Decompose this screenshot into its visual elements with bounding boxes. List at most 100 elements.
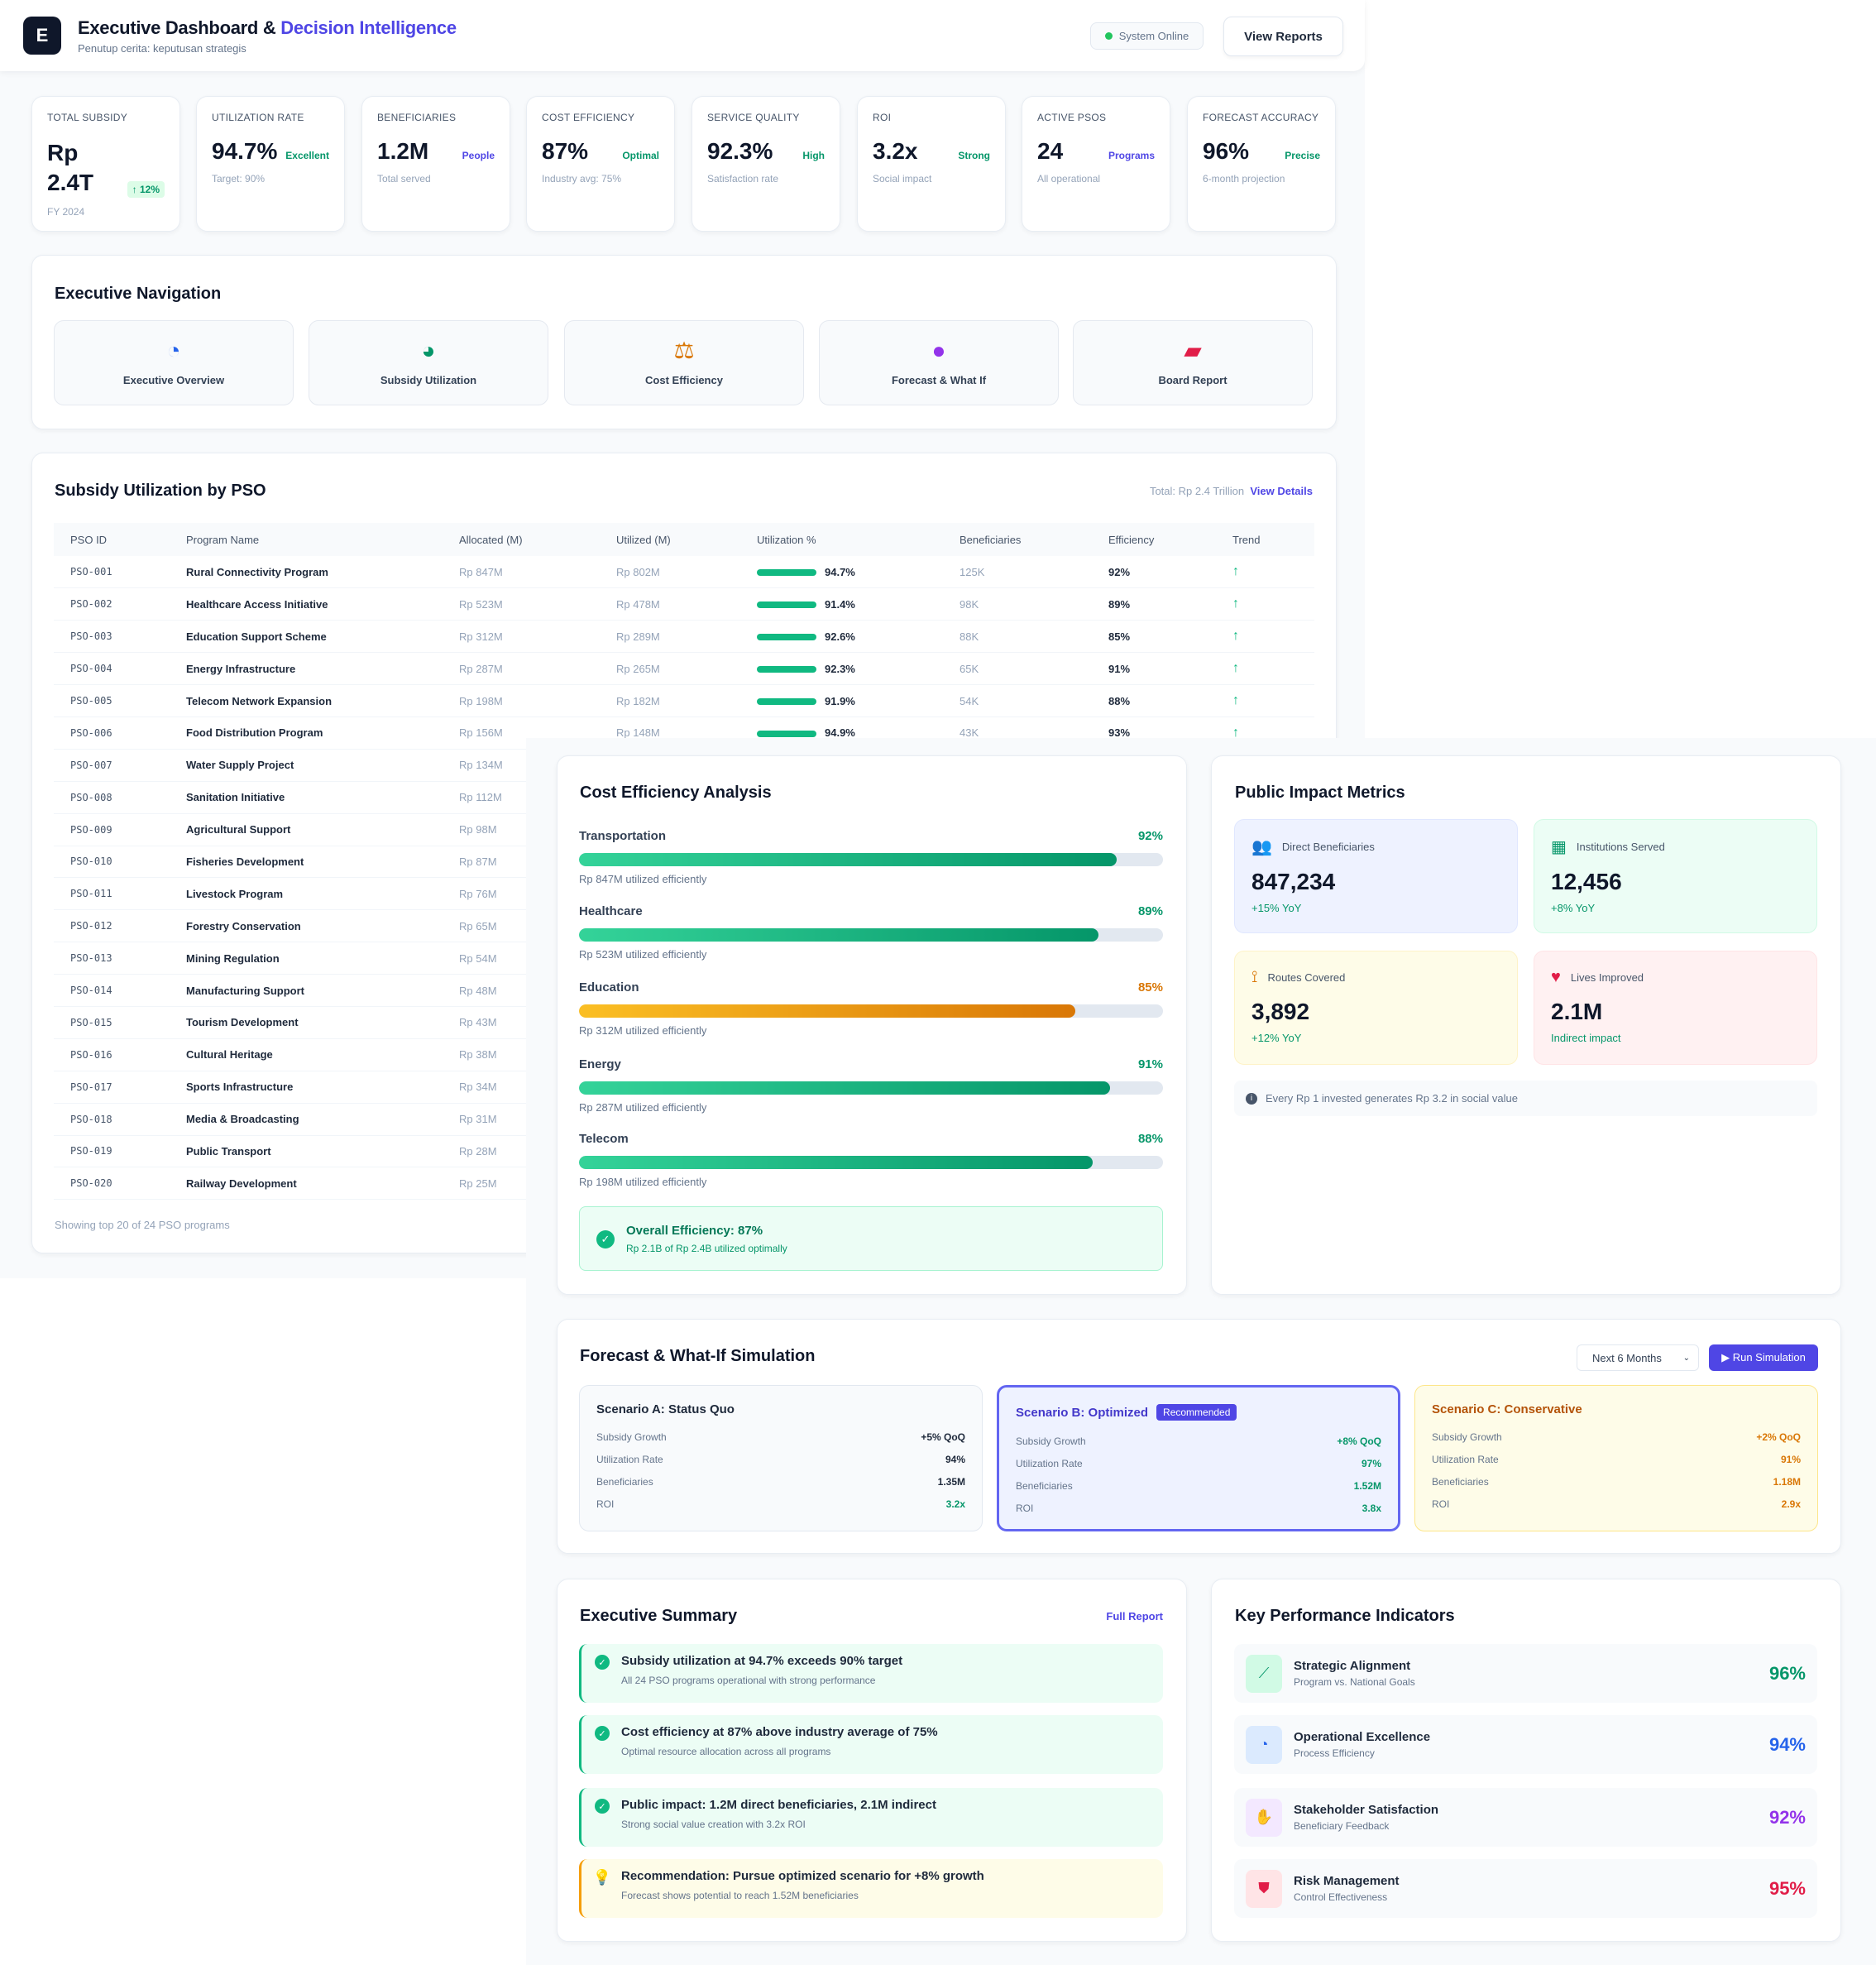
metric-value: 1.35M — [937, 1476, 965, 1488]
table-meta: Total: Rp 2.4 Trillion View Details — [1150, 485, 1313, 497]
lightbulb-icon: 💡 — [592, 1868, 612, 1886]
kpi-sub: Social impact — [873, 173, 932, 185]
summary-title: Public impact: 1.2M direct beneficiaries… — [621, 1798, 936, 1812]
utilization-bar — [757, 634, 816, 641]
scenario-card[interactable]: Scenario A: Status Quo Subsidy Growth +5% … — [579, 1385, 983, 1531]
efficiency: 89% — [1092, 587, 1216, 621]
beneficiaries: 65K — [943, 652, 1092, 686]
kpi-label: ACTIVE PSOS — [1037, 112, 1107, 123]
column-header[interactable]: PSO ID — [54, 523, 170, 556]
chart-line-icon: ⟋ — [1246, 1654, 1282, 1693]
kpi-value-row: 1.2M People — [377, 138, 495, 165]
category-pct: 92% — [1137, 829, 1163, 843]
nav-cost-efficiency[interactable]: ⚖ Cost Efficiency — [564, 320, 804, 405]
scenario-header: Scenario C: Conservative — [1432, 1402, 1801, 1416]
metric-value: 91% — [1780, 1454, 1801, 1465]
tile-label: Institutions Served — [1576, 841, 1665, 853]
column-header[interactable]: Efficiency — [1092, 523, 1216, 556]
program-name: Food Distribution Program — [170, 717, 443, 750]
pso-id: PSO-017 — [54, 1071, 170, 1104]
nav-board-report[interactable]: ▰ Board Report — [1073, 320, 1313, 405]
chevron-down-icon: ⌄ — [1682, 1353, 1690, 1363]
app-header: E Executive Dashboard & Decision Intelli… — [0, 0, 1365, 71]
pso-id: PSO-006 — [54, 717, 170, 750]
view-details-link[interactable]: View Details — [1250, 485, 1313, 497]
section-title: Cost Efficiency Analysis — [580, 784, 772, 802]
column-header[interactable]: Beneficiaries — [943, 523, 1092, 556]
utilized: Rp 265M — [600, 652, 740, 686]
program-name: Railway Development — [170, 1167, 443, 1201]
section-title: Public Impact Metrics — [1235, 784, 1405, 802]
metric-label: ROI — [1016, 1503, 1034, 1514]
summary-title: Subsidy utilization at 94.7% exceeds 90%… — [621, 1654, 903, 1668]
impact-tile: ▦ Institutions Served 12,456 +8% YoY — [1534, 819, 1817, 933]
tile-value: 2.1M — [1551, 999, 1603, 1024]
table-row[interactable]: PSO-004 Energy Infrastructure Rp 287M Rp 26… — [54, 652, 1314, 686]
period-select[interactable]: Next 6 Months ⌄ — [1577, 1344, 1699, 1371]
category-note: Rp 847M utilized efficiently — [579, 873, 707, 885]
kpi-value-row: 92.3% High — [707, 138, 825, 165]
column-header[interactable]: Allocated (M) — [443, 523, 600, 556]
efficiency: 91% — [1092, 652, 1216, 686]
table-row[interactable]: PSO-003 Education Support Scheme Rp 312M Rp… — [54, 620, 1314, 654]
kpi-value: 94% — [1768, 1733, 1806, 1755]
table-row[interactable]: PSO-005 Telecom Network Expansion Rp 198M R… — [54, 684, 1314, 717]
category-label: Education — [579, 980, 639, 994]
kpi-value: 96% — [1203, 138, 1250, 164]
total-text: Total: Rp 2.4 Trillion — [1149, 485, 1245, 497]
table-row[interactable]: PSO-001 Rural Connectivity Program Rp 847M… — [54, 556, 1314, 589]
column-header[interactable]: Utilization % — [740, 523, 943, 556]
trend-up-icon: ↑ — [1216, 652, 1314, 686]
metric-value: 94% — [945, 1454, 965, 1465]
table-row[interactable]: PSO-002 Healthcare Access Initiative Rp 52… — [54, 587, 1314, 621]
pso-id: PSO-016 — [54, 1038, 170, 1071]
view-reports-button[interactable]: View Reports — [1223, 17, 1343, 56]
category-pct: 91% — [1137, 1057, 1163, 1071]
scenario-card[interactable]: Scenario C: Conservative Subsidy Growth +2… — [1414, 1385, 1818, 1531]
column-header[interactable]: Program Name — [170, 523, 443, 556]
metric-label: Subsidy Growth — [1016, 1435, 1086, 1447]
scenario-card[interactable]: Scenario B: Optimized Recommended Subsidy … — [997, 1385, 1400, 1531]
kpi-card: FORECAST ACCURACY 96% Precise 6-month proje… — [1187, 96, 1336, 232]
kpi-badge: Excellent — [285, 150, 329, 161]
trend-up-icon: ↑ — [1216, 556, 1314, 589]
run-simulation-button[interactable]: ▶ Run Simulation — [1709, 1344, 1818, 1371]
program-name: Rural Connectivity Program — [170, 556, 443, 589]
pso-id: PSO-009 — [54, 813, 170, 846]
full-report-link[interactable]: Full Report — [1106, 1610, 1163, 1622]
category-pct: 88% — [1137, 1132, 1163, 1146]
nav-forecast-what-if[interactable]: ● Forecast & What If — [819, 320, 1059, 405]
scenario-metric-row: Subsidy Growth +8% QoQ — [1016, 1435, 1381, 1447]
nav-executive-overview[interactable]: ◔ Executive Overview — [54, 320, 294, 405]
metric-label: Beneficiaries — [1016, 1480, 1073, 1492]
nav-subsidy-utilization[interactable]: ◕ Subsidy Utilization — [309, 320, 548, 405]
kpi-card: ROI 3.2x Strong Social impact — [857, 96, 1006, 232]
efficiency-bar-fill — [579, 928, 1099, 942]
kpi-title: Strategic Alignment — [1294, 1659, 1411, 1673]
program-name: Livestock Program — [170, 877, 443, 911]
kpi-label: COST EFFICIENCY — [542, 112, 635, 123]
column-header[interactable]: Utilized (M) — [600, 523, 740, 556]
overall-title: Overall Efficiency: 87% — [626, 1224, 763, 1238]
impact-tile: ♥ Lives Improved 2.1M Indirect impact — [1534, 951, 1817, 1065]
utilization-pct: 91.9% — [825, 694, 855, 707]
tile-header: ▦ Institutions Served — [1551, 836, 1800, 857]
utilization-cell: 92.3% — [740, 652, 943, 686]
utilized: Rp 289M — [600, 620, 740, 654]
cost-item-header: Education 85% — [579, 980, 1163, 994]
recommended-badge: Recommended — [1156, 1404, 1237, 1421]
kpi-card: TOTAL SUBSIDY Rp 2.4T ↑ 12% FY 2024 — [31, 96, 180, 232]
pso-id: PSO-008 — [54, 781, 170, 814]
tile-sub: Indirect impact — [1551, 1032, 1621, 1044]
column-header[interactable]: Trend — [1216, 523, 1314, 556]
cost-item-header: Healthcare 89% — [579, 904, 1163, 918]
efficiency-bar-fill — [579, 853, 1117, 866]
kpi-sub: Program vs. National Goals — [1294, 1676, 1415, 1688]
beneficiaries: 54K — [943, 684, 1092, 717]
impact-tile: 👥 Direct Beneficiaries 847,234 +15% YoY — [1234, 819, 1518, 933]
metric-label: Beneficiaries — [1432, 1476, 1489, 1488]
impact-tile: ⟟ Routes Covered 3,892 +12% YoY — [1234, 951, 1518, 1065]
shield-icon: ⛊ — [1246, 1869, 1282, 1908]
metric-label: Utilization Rate — [596, 1454, 663, 1465]
program-name: Mining Regulation — [170, 942, 443, 975]
